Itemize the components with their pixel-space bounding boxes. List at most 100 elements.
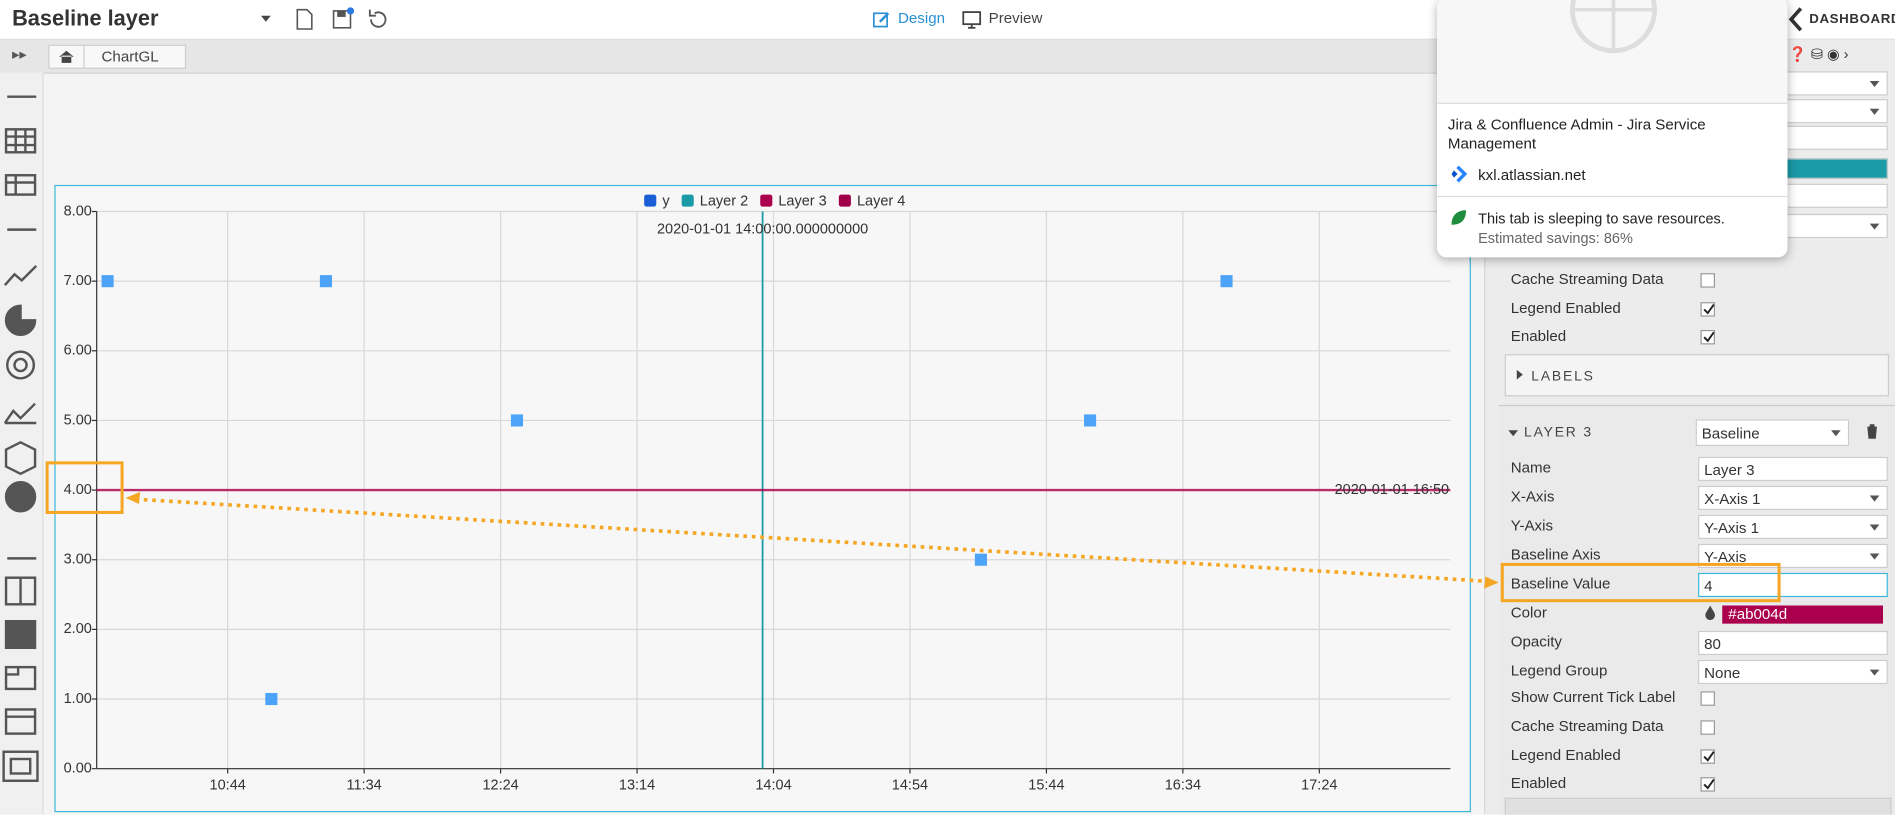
page-title: Baseline layer [12,6,159,31]
field-label: Cache Streaming Data [1510,270,1664,288]
field-input[interactable]: Layer 3 [1698,456,1888,482]
color-icon[interactable] [1704,605,1716,624]
field-label: Name [1510,459,1552,477]
legend-swatch [644,194,657,207]
y-tick-label: 2.00 [64,621,92,637]
checkbox[interactable] [1700,329,1716,345]
x-tick-label: 17:24 [1301,777,1337,793]
checkbox[interactable] [1700,777,1716,793]
y-tick-label: 1.00 [64,691,92,707]
delete-icon[interactable] [1865,423,1880,440]
design-icon [872,12,890,28]
y-tick-label: 7.00 [64,273,92,289]
checkbox[interactable] [1700,691,1716,706]
logo [1788,7,1803,32]
color-value[interactable]: #ab004d [1722,605,1883,624]
field-label: Baseline Value [1510,575,1611,593]
layer-type-select[interactable]: Baseline [1695,419,1850,446]
x-tick-label: 16:34 [1165,777,1201,793]
title-dropdown[interactable] [261,15,271,22]
savings-text: Estimated savings: 86% [1478,229,1633,247]
y-tick-label: 5.00 [64,412,92,428]
home-crumb[interactable] [48,44,85,69]
checkbox[interactable] [1700,748,1716,764]
caret [1869,495,1880,502]
layer-title: LAYER 3 [1524,425,1593,440]
field-label: Cache Streaming Data [1510,717,1664,735]
field-label: X-Axis [1510,488,1555,506]
field-input[interactable]: 4 [1698,572,1888,598]
field-input[interactable]: 80 [1698,630,1888,656]
tab-hover-card[interactable]: Jira & Confluence Admin - Jira Service M… [1437,0,1788,258]
field-label: Legend Enabled [1510,299,1621,317]
legend-swatch [838,194,851,207]
tab-url: kxl.atlassian.net [1478,166,1586,184]
field-value: Layer 3 [1704,461,1755,479]
legend-label: y [662,194,670,210]
expand-icon[interactable]: ▸▸ [12,45,27,63]
y-tick-label: 6.00 [64,343,92,359]
collapse-caret [1508,430,1519,437]
field-value: None [1704,664,1741,682]
preview-tab[interactable]: Preview [988,9,1043,27]
labels-section[interactable] [1504,354,1890,397]
dashboards-label[interactable]: DASHBOARDS [1809,12,1895,27]
field-label: Y-Axis [1510,517,1554,535]
point [1220,275,1233,288]
leaf-icon [1451,210,1467,225]
panel-icons[interactable]: ❓ ⛁ ◉ › [1788,45,1849,63]
preview-icon [962,11,982,29]
field-label: Enabled [1510,327,1567,345]
legend-label: Layer 3 [778,194,826,210]
sleep-text: This tab is sleeping to save resources. [1478,210,1725,228]
sidebar-icons[interactable] [0,73,42,815]
field-label: Color [1510,604,1547,622]
labels-title: LABELS [1531,369,1595,385]
checkbox[interactable] [1700,720,1716,735]
field-label: Legend Group [1510,662,1608,680]
y-tick-label: 3.00 [64,552,92,568]
legend-label: Layer 2 [700,194,748,210]
field-input[interactable]: Y-Axis 1 [1698,514,1888,540]
toolbar-icons[interactable] [295,7,392,31]
expand-caret [1516,369,1523,380]
checkbox[interactable] [1700,301,1716,317]
field-input[interactable]: None [1698,659,1888,685]
next-section [1504,797,1892,815]
point [319,275,332,288]
point [510,414,524,427]
legend-label: Layer 4 [857,194,905,210]
jira-icon [1451,165,1468,183]
y-tick-label: 0.00 [64,760,92,776]
field-label: Baseline Axis [1510,546,1601,564]
field-value: Y-Axis 1 [1704,519,1760,537]
x-tick-label: 10:44 [210,777,246,793]
field-value: 4 [1704,577,1713,595]
point [101,275,114,288]
y-tick-label: 8.00 [64,203,92,219]
x-tick-label: 13:14 [619,777,655,793]
point [1084,414,1097,427]
x-tick-label: 14:04 [755,777,791,793]
x-tick-label: 11:34 [347,777,382,793]
field-label: Show Current Tick Label [1510,688,1676,706]
chartgl-crumb[interactable]: ChartGL [84,44,187,69]
caret [1869,553,1880,560]
legend-swatch [681,194,694,207]
y-tick-label: 4.00 [64,482,92,498]
x-tick-label: 14:54 [892,777,928,793]
field-label: Enabled [1510,775,1567,793]
field-input[interactable]: X-Axis 1 [1698,485,1888,511]
caret [1869,524,1880,531]
legend-swatch [760,194,773,207]
checkbox[interactable] [1700,273,1716,288]
field-label: Opacity [1510,633,1562,651]
point [974,553,987,566]
x-tick-label: 15:44 [1028,777,1064,793]
point [265,692,278,706]
breadcrumb-bar [0,39,1485,74]
baseline-label: 2020-01-01 16:50 [1335,482,1450,498]
design-tab[interactable]: Design [897,9,946,27]
